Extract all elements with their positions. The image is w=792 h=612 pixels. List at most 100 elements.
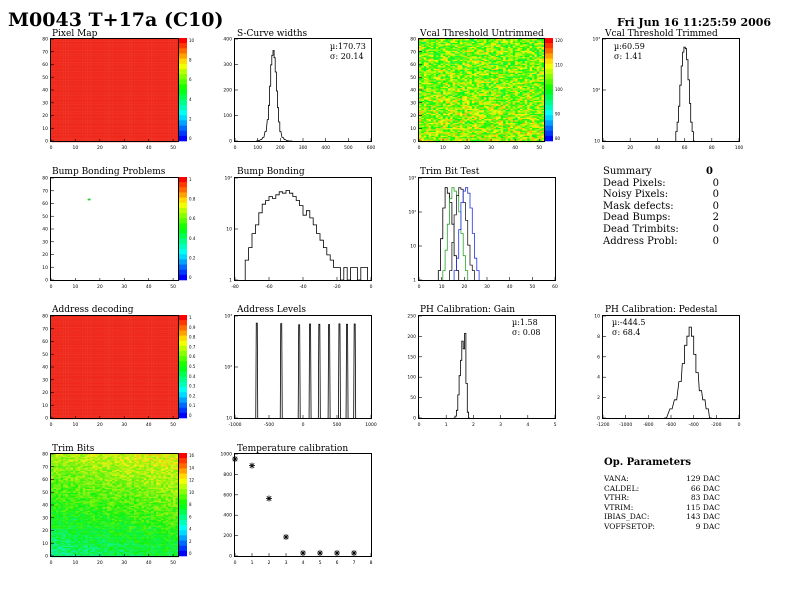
heat-cell — [87, 131, 91, 134]
heat-cell — [126, 72, 130, 74]
heat-cell — [163, 66, 166, 68]
heat-cell — [136, 68, 140, 71]
heat-cell — [65, 40, 69, 42]
heat-cell — [131, 49, 135, 51]
heat-cell — [124, 130, 127, 132]
heat-cell — [146, 93, 149, 95]
heat-cell — [94, 105, 98, 108]
heat-cell — [121, 89, 125, 91]
heat-cell — [90, 135, 93, 138]
heat-cell — [440, 126, 444, 129]
heat-cell — [65, 60, 69, 63]
heat-cell — [112, 107, 115, 109]
heat-cell — [94, 132, 98, 135]
heat-cell — [158, 102, 162, 104]
heat-cell — [438, 135, 441, 138]
heat-cell — [85, 104, 88, 107]
heat-cell — [173, 103, 176, 105]
heat-cell — [94, 48, 98, 50]
heat-cell — [124, 108, 127, 111]
heat-cell — [70, 105, 74, 108]
heat-cell — [72, 121, 76, 123]
heat-cell — [92, 121, 96, 123]
heat-cell — [131, 81, 135, 83]
heat-cell — [443, 131, 446, 134]
heat-cell — [94, 136, 98, 139]
heat-cell — [77, 60, 81, 63]
heat-cell — [462, 134, 465, 136]
heat-cell — [53, 122, 57, 125]
heat-cell — [464, 123, 468, 126]
heat-cell — [75, 82, 79, 85]
heat-cell — [58, 139, 61, 141]
heat-cell — [104, 84, 108, 86]
heat-cell — [173, 80, 176, 82]
heat-cell — [165, 130, 169, 132]
heat-cell — [77, 134, 81, 136]
heat-cell — [141, 57, 145, 59]
heat-cell — [158, 107, 162, 109]
heat-cell — [173, 46, 176, 49]
heat-cell — [138, 76, 142, 78]
heat-cell — [163, 111, 166, 113]
heat-cell — [51, 116, 54, 118]
heat-cell — [138, 107, 142, 109]
heat-cell — [99, 64, 103, 67]
heat-cell — [129, 45, 132, 47]
heat-cell — [77, 98, 81, 100]
heat-cell — [143, 116, 147, 118]
heat-cell — [143, 107, 147, 109]
heat-cell — [491, 123, 494, 126]
heat-cell — [131, 45, 135, 47]
heat-cell — [82, 120, 86, 122]
heat-cell — [146, 87, 149, 90]
heat-cell — [116, 96, 120, 99]
heat-cell — [87, 126, 91, 129]
heat-cell — [97, 122, 101, 125]
vcal-untrimmed-title: Vcal Threshold Untrimmed — [420, 29, 544, 39]
heat-cell — [87, 50, 91, 53]
heat-cell — [119, 42, 123, 45]
heat-cell — [94, 72, 98, 74]
heat-cell — [163, 82, 166, 85]
heat-cell — [426, 126, 429, 129]
heat-cell — [141, 49, 145, 51]
heat-cell — [151, 62, 154, 64]
heat-cell — [109, 77, 113, 80]
heat-cell — [99, 105, 103, 108]
heat-cell — [116, 57, 120, 59]
heat-cell — [58, 126, 61, 129]
heat-cell — [146, 139, 149, 141]
heat-cell — [141, 68, 145, 71]
heat-cell — [97, 91, 101, 94]
heat-cell — [163, 75, 166, 77]
heat-cell — [99, 49, 103, 51]
heat-cell — [539, 136, 542, 139]
heat-cell — [146, 44, 149, 46]
heat-cell — [70, 57, 74, 59]
heat-cell — [72, 118, 76, 121]
heat-cell — [94, 78, 98, 81]
heat-cell — [94, 76, 98, 78]
heat-cell — [63, 89, 66, 91]
heat-cell — [457, 123, 461, 126]
heat-cell — [121, 48, 125, 50]
heat-cell — [459, 138, 463, 140]
heat-cell — [58, 85, 61, 87]
heat-cell — [65, 62, 69, 64]
heat-cell — [119, 112, 123, 114]
heat-cell — [70, 54, 74, 56]
heat-cell — [175, 77, 179, 80]
heat-cell — [80, 105, 83, 108]
heat-cell — [467, 131, 470, 134]
heat-cell — [126, 77, 130, 80]
heat-cell — [143, 94, 147, 96]
heat-cell — [114, 81, 118, 83]
heat-cell — [134, 90, 137, 92]
heat-cell — [419, 127, 422, 130]
heat-cell — [65, 105, 69, 108]
heat-cell — [97, 108, 101, 111]
heat-cell — [72, 78, 76, 81]
heat-cell — [92, 53, 96, 55]
heat-cell — [170, 50, 174, 53]
